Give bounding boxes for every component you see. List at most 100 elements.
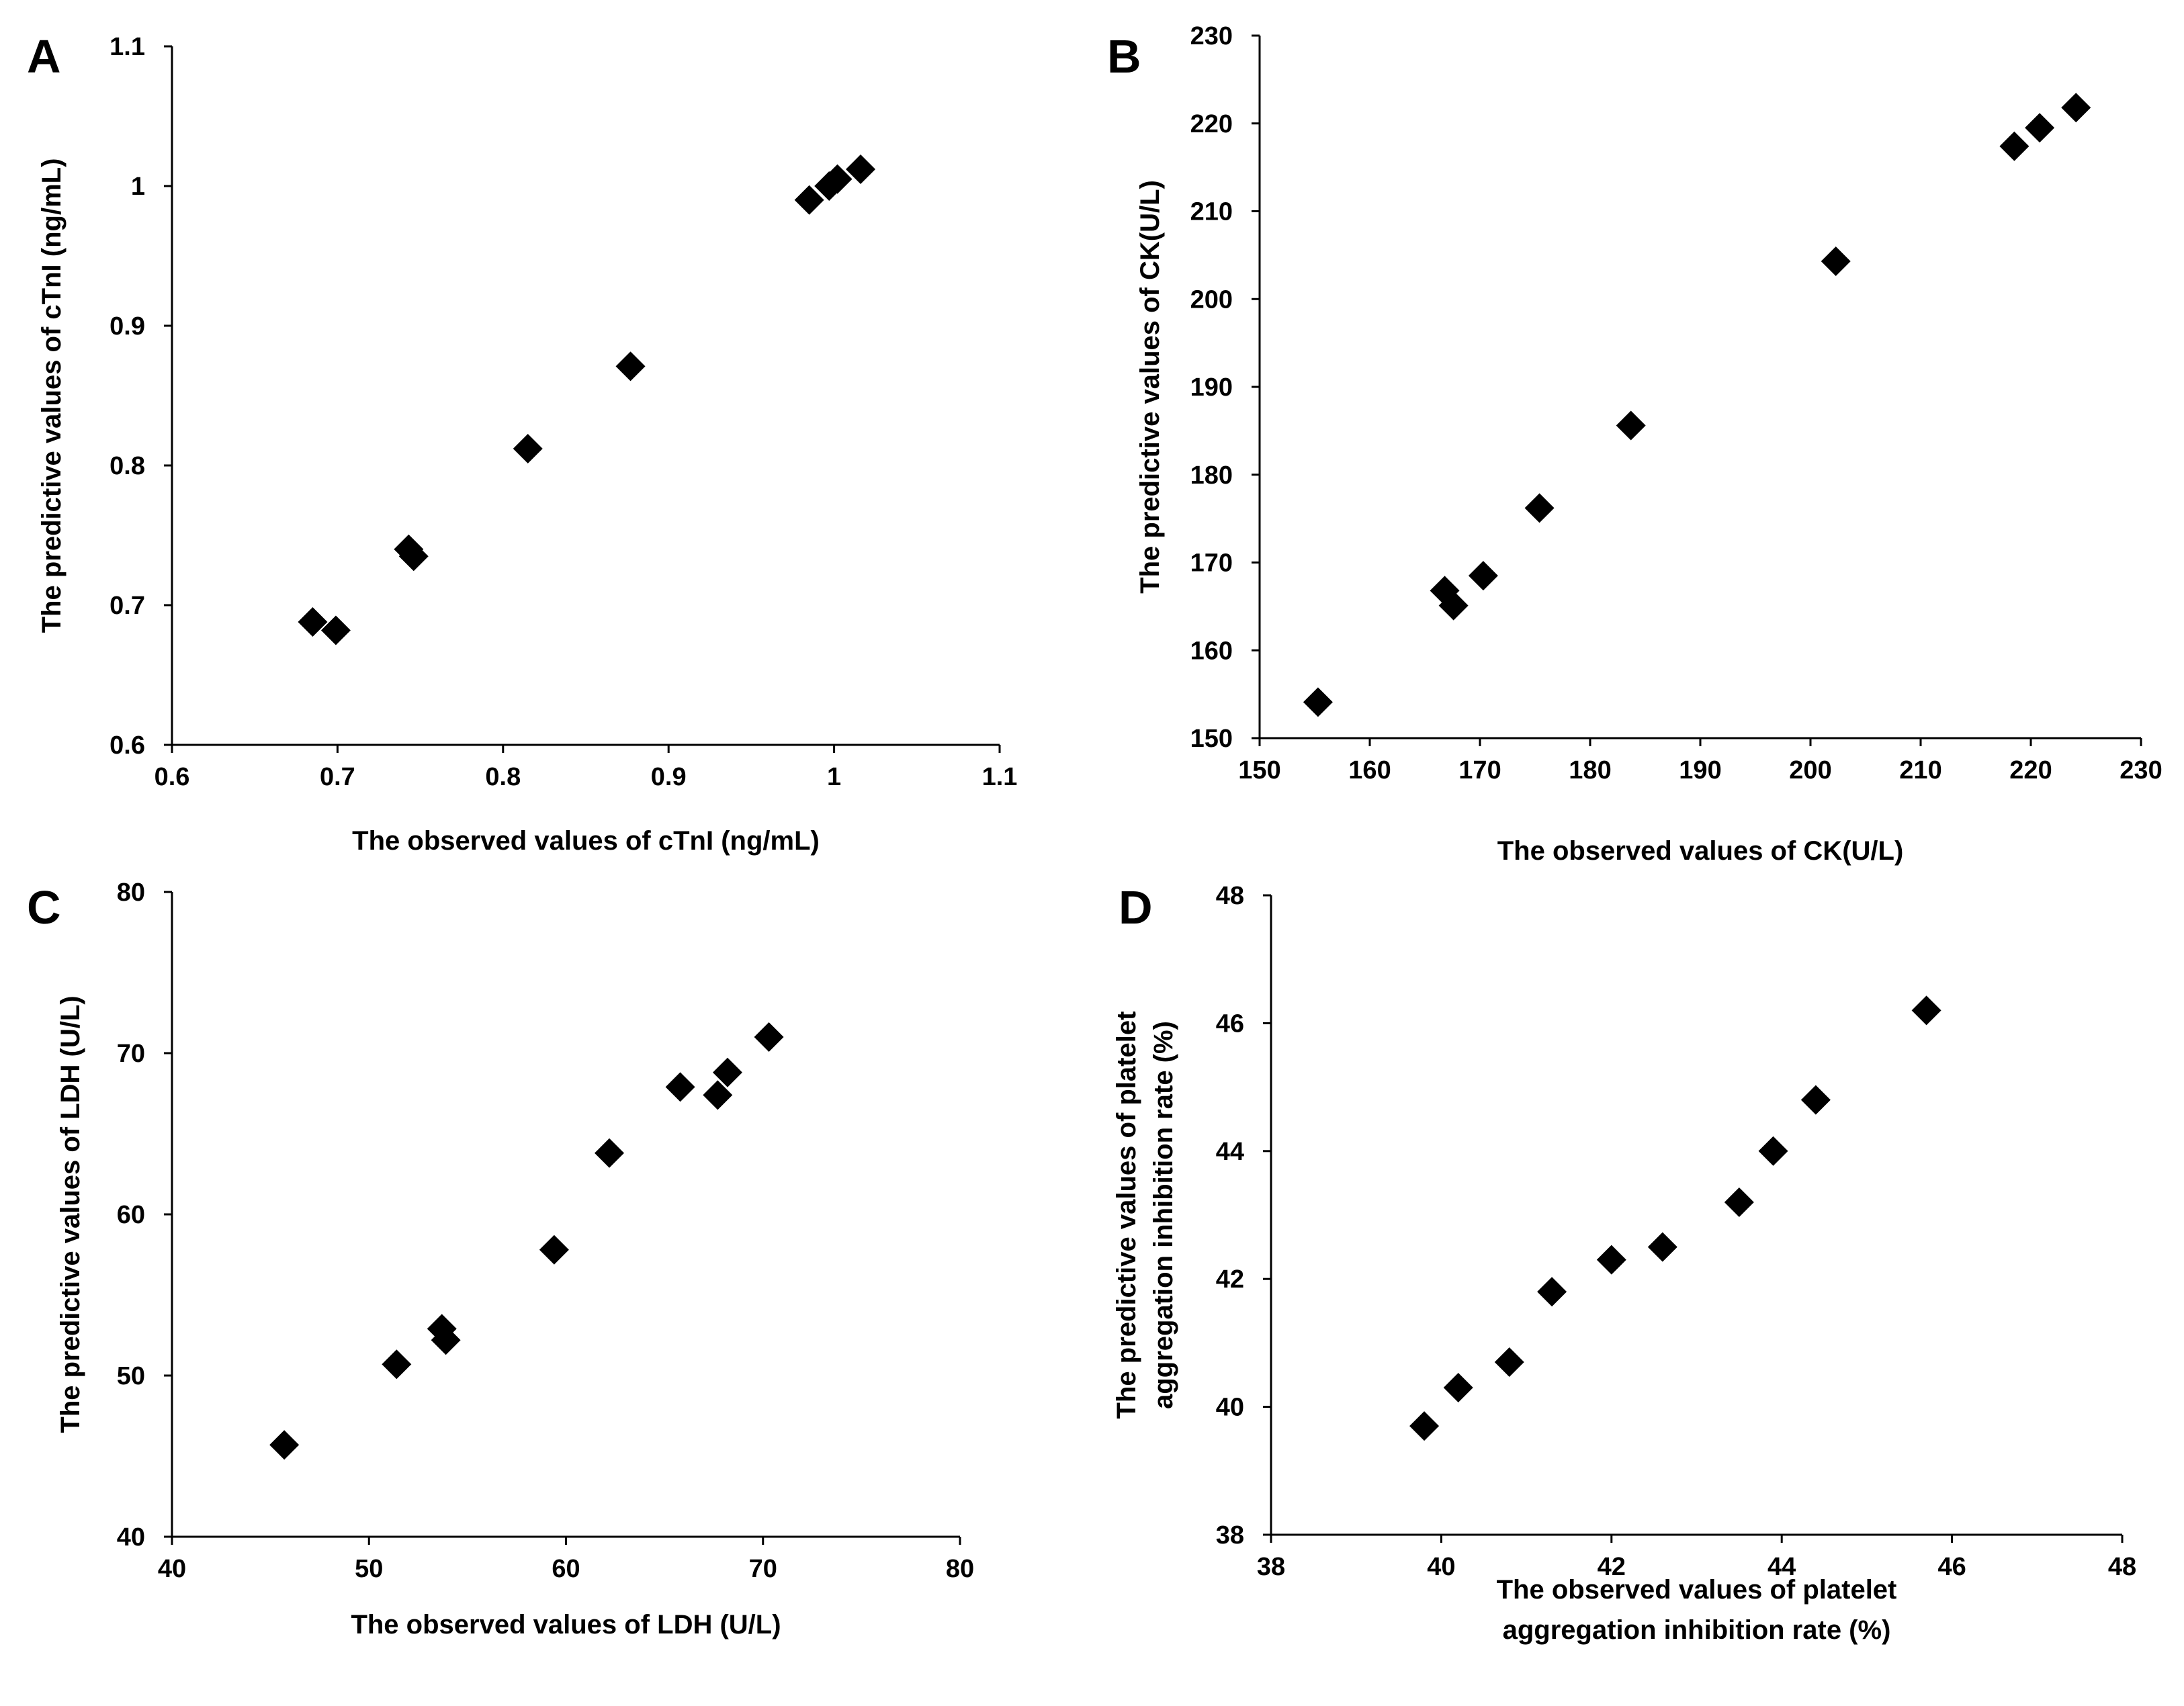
x-axis-title: The observed values of CK(U/L) <box>1497 836 1904 866</box>
x-tick-label: 70 <box>749 1555 777 1583</box>
data-point <box>794 185 824 215</box>
panel-b: B 150 160 170 180 190 200 210 220 230 150 160 170 180… <box>1107 22 2163 866</box>
data-point <box>822 164 853 194</box>
data-point <box>431 1325 461 1355</box>
y-tick-label: 0.8 <box>110 452 145 480</box>
data-point <box>703 1080 733 1110</box>
y-tick-label: 46 <box>1216 1009 1244 1038</box>
data-point <box>1596 1245 1626 1275</box>
y-tick-label: 0.6 <box>110 731 145 760</box>
y-tick-label: 0.7 <box>110 592 145 620</box>
x-axis-title: The observed values of platelet <box>1497 1575 1897 1605</box>
data-point <box>1647 1232 1677 1262</box>
x-axis-title: The observed values of LDH (U/L) <box>351 1610 781 1640</box>
data-point <box>1468 561 1498 591</box>
x-tick-label: 0.8 <box>485 763 521 791</box>
x-tick-label: 48 <box>2108 1553 2136 1581</box>
y-tick-label: 180 <box>1190 461 1233 490</box>
y-tick-label: 70 <box>117 1040 145 1068</box>
data-point <box>2061 93 2091 123</box>
panel-d: D 38 40 42 44 46 48 38 40 42 44 46 48 The observed va… <box>1112 881 2136 1645</box>
data-point <box>1758 1136 1788 1166</box>
x-tick-label: 1 <box>827 763 841 791</box>
data-point <box>398 541 429 572</box>
y-axis-title: The predictive values of platelet <box>1112 1012 1141 1419</box>
y-axis-title: aggregation inhibition rate (%) <box>1149 1021 1178 1409</box>
y-tick-label: 48 <box>1216 882 1244 910</box>
x-tick-label: 1.1 <box>982 763 1018 791</box>
panel-letter: D <box>1119 881 1153 934</box>
x-tick-label: 38 <box>1257 1553 1285 1581</box>
data-point <box>1443 1373 1473 1403</box>
y-tick-label: 80 <box>117 879 145 907</box>
y-tick-label: 190 <box>1190 373 1233 402</box>
y-tick-label: 1.1 <box>110 33 145 61</box>
y-tick-label: 38 <box>1216 1521 1244 1550</box>
y-tick-label: 0.9 <box>110 312 145 341</box>
data-point <box>1821 246 1851 277</box>
data-point <box>539 1234 569 1265</box>
data-point <box>320 615 351 645</box>
panel-letter: C <box>27 881 61 934</box>
data-point <box>269 1430 300 1460</box>
y-tick-label: 160 <box>1190 637 1233 665</box>
data-point <box>1537 1277 1567 1307</box>
y-tick-label: 170 <box>1190 549 1233 578</box>
x-tick-label: 0.9 <box>651 763 687 791</box>
x-tick-label: 42 <box>1598 1553 1626 1581</box>
x-tick-label: 200 <box>1789 756 1831 784</box>
y-tick-label: 60 <box>117 1201 145 1229</box>
x-tick-label: 40 <box>1427 1553 1455 1581</box>
data-point <box>615 351 646 381</box>
y-tick-label: 220 <box>1190 110 1233 138</box>
x-axis-title: aggregation inhibition rate (%) <box>1503 1615 1891 1645</box>
x-tick-label: 210 <box>1899 756 1941 784</box>
y-tick-label: 150 <box>1190 725 1233 753</box>
x-tick-label: 190 <box>1679 756 1721 784</box>
data-point <box>513 434 543 464</box>
x-tick-label: 40 <box>158 1555 186 1583</box>
data-point <box>665 1072 695 1102</box>
data-point <box>846 154 876 185</box>
data-point <box>1438 590 1469 621</box>
y-axis-title: The predictive values of cTnI (ng/mL) <box>37 159 67 633</box>
x-tick-label: 60 <box>552 1555 580 1583</box>
y-tick-label: 40 <box>117 1523 145 1552</box>
data-point <box>1616 410 1646 441</box>
x-tick-label: 80 <box>946 1555 974 1583</box>
x-tick-label: 230 <box>2120 756 2162 784</box>
data-point <box>595 1138 625 1168</box>
y-tick-label: 40 <box>1216 1394 1244 1422</box>
y-tick-label: 230 <box>1190 22 1233 50</box>
x-tick-label: 46 <box>1937 1553 1966 1581</box>
data-point <box>1800 1085 1831 1115</box>
panel-letter: B <box>1107 30 1141 83</box>
panel-letter: A <box>27 30 61 83</box>
y-tick-label: 42 <box>1216 1265 1244 1294</box>
data-point <box>1999 131 2029 161</box>
data-point <box>298 607 328 637</box>
x-tick-label: 220 <box>2009 756 2052 784</box>
y-tick-label: 200 <box>1190 285 1233 314</box>
x-tick-label: 0.7 <box>320 763 355 791</box>
x-tick-label: 0.6 <box>155 763 190 791</box>
x-axis-title: The observed values of cTnI (ng/mL) <box>352 826 820 856</box>
data-point <box>754 1022 784 1052</box>
x-tick-label: 180 <box>1569 756 1611 784</box>
data-point <box>1911 995 1941 1026</box>
data-point <box>1494 1347 1524 1377</box>
data-point <box>1524 493 1555 523</box>
y-axis-title: The predictive values of LDH (U/L) <box>56 995 85 1433</box>
y-tick-label: 1 <box>131 173 145 201</box>
y-tick-label: 44 <box>1216 1138 1244 1166</box>
y-axis-title: The predictive values of CK(U/L) <box>1135 180 1165 594</box>
data-point <box>2025 113 2055 143</box>
x-tick-label: 150 <box>1238 756 1280 784</box>
data-point <box>1303 687 1333 717</box>
data-point <box>382 1349 412 1380</box>
data-point <box>1724 1187 1754 1217</box>
x-tick-label: 50 <box>355 1555 383 1583</box>
x-tick-label: 160 <box>1348 756 1391 784</box>
